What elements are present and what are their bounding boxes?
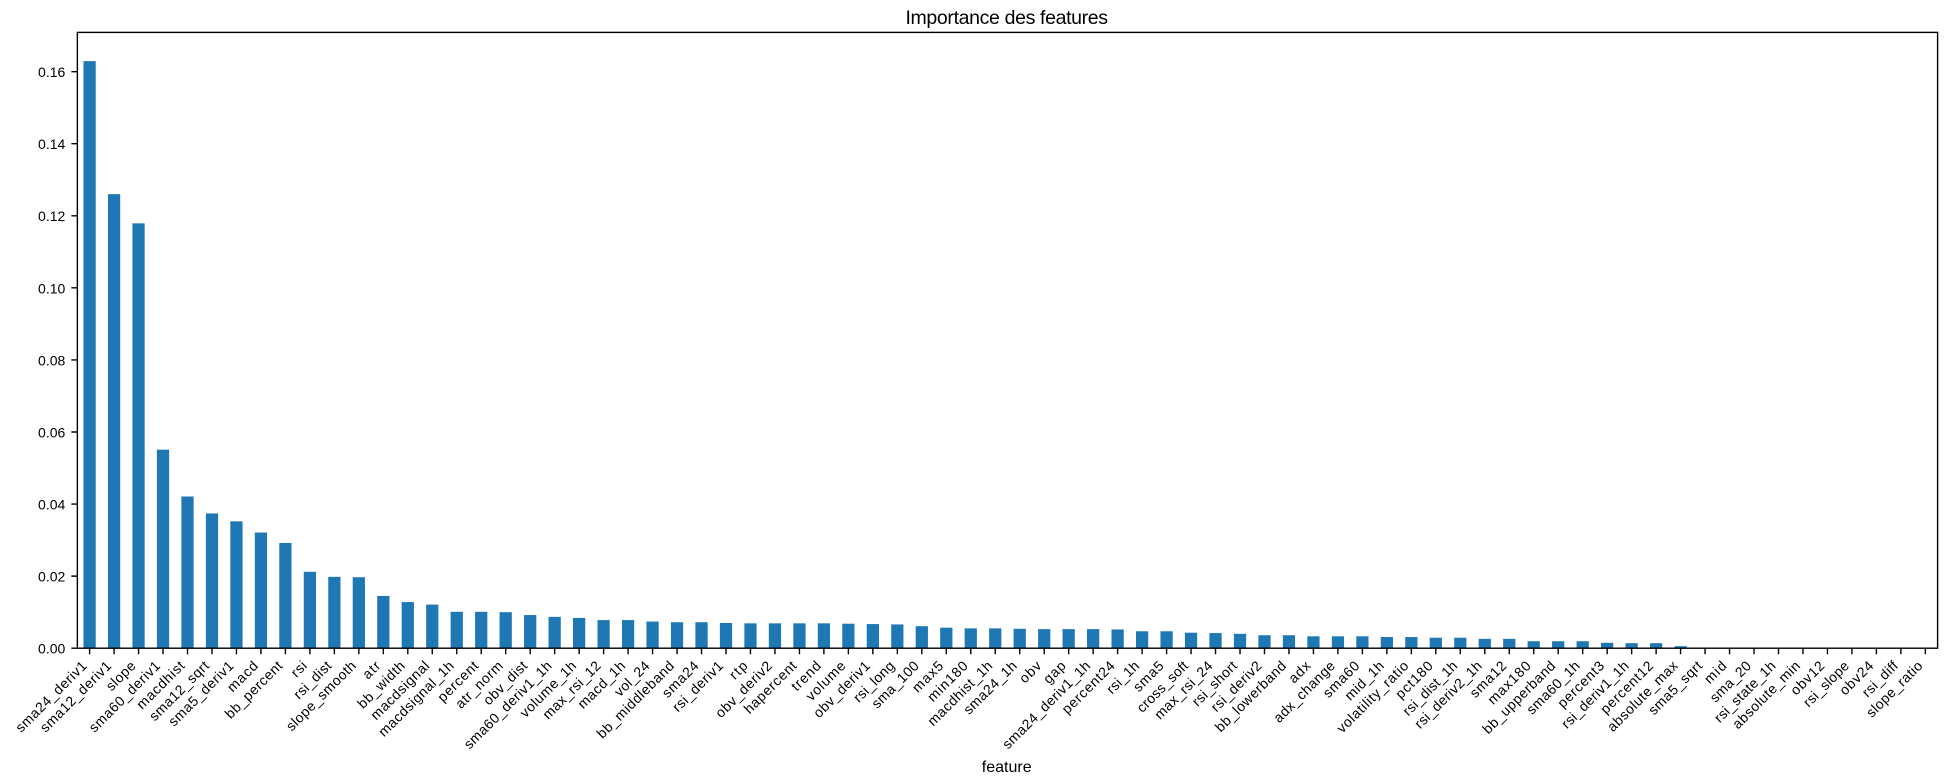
svg-text:0.08: 0.08 [38,352,65,368]
svg-text:Importance des features: Importance des features [905,7,1108,29]
svg-text:0.02: 0.02 [38,569,65,585]
svg-text:0.04: 0.04 [38,496,65,512]
svg-text:0.06: 0.06 [38,424,65,440]
svg-text:0.00: 0.00 [38,641,65,657]
svg-text:0.10: 0.10 [38,280,65,296]
svg-text:feature: feature [982,759,1032,776]
svg-text:0.16: 0.16 [38,64,65,80]
svg-text:0.14: 0.14 [38,136,65,152]
svg-text:0.12: 0.12 [38,208,65,224]
